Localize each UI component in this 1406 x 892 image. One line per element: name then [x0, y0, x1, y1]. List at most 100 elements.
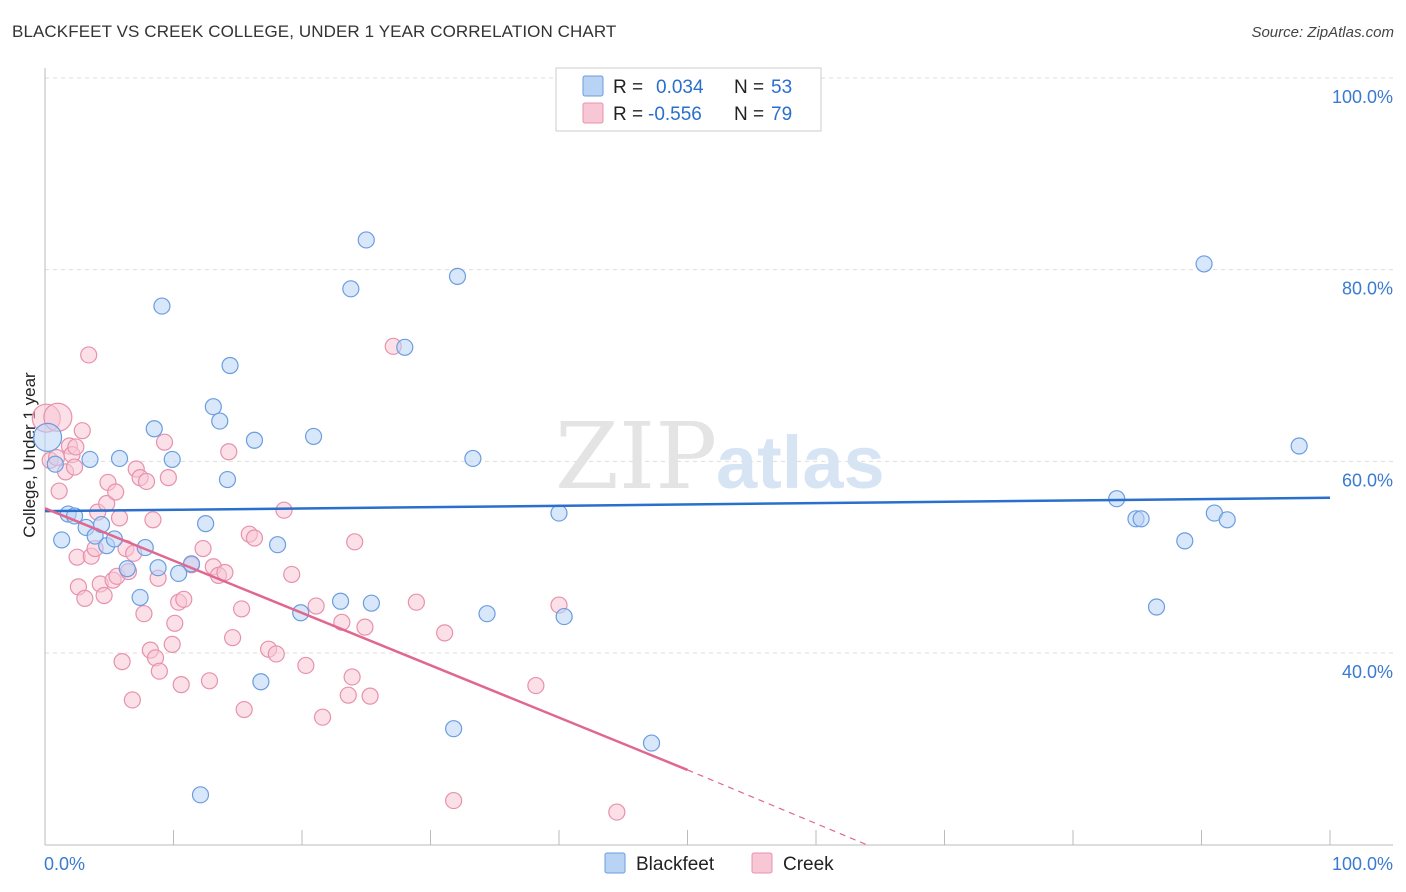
creek-point — [235, 700, 253, 719]
stats-legend: R = 0.034 N = 53 R = -0.556 N = 79 — [555, 67, 822, 132]
creek-r-value: -0.556 — [648, 104, 702, 125]
creek-point — [283, 565, 301, 584]
x-tick-label-max: 100.0% — [1332, 854, 1393, 874]
creek-point — [155, 433, 174, 451]
creek-point — [343, 668, 361, 686]
y-tick-labels: 100.0% 80.0% 60.0% 40.0% — [1332, 87, 1393, 682]
creek-point — [339, 686, 357, 704]
creek-point — [200, 672, 219, 690]
blackfeet-point — [464, 449, 482, 468]
blackfeet-point — [478, 605, 496, 623]
blackfeet-point — [1290, 437, 1308, 455]
creek-point — [172, 676, 190, 694]
creek-point — [144, 511, 162, 529]
creek-point — [224, 629, 242, 647]
creek-point — [297, 656, 315, 675]
blackfeet-trend-line — [44, 496, 1331, 513]
blackfeet-point — [342, 280, 360, 298]
blackfeet-point — [197, 515, 215, 533]
blackfeet-point — [204, 398, 222, 416]
blackfeet-point — [1147, 598, 1166, 616]
creek-point — [67, 438, 85, 456]
y-tick-label-80: 80.0% — [1342, 279, 1393, 299]
blackfeet-point — [1218, 511, 1236, 529]
blackfeet-swatch — [582, 75, 604, 97]
creek-point — [346, 533, 364, 551]
blackfeet-point — [304, 427, 323, 446]
blackfeet-point — [191, 786, 210, 804]
trend-lines — [44, 496, 1331, 846]
blackfeet-n-label: N = — [734, 77, 764, 98]
legend-blackfeet-label: Blackfeet — [636, 854, 715, 875]
blackfeet-point — [245, 431, 264, 449]
creek-point — [159, 469, 177, 487]
creek-point — [220, 443, 238, 461]
creek-point — [245, 529, 264, 547]
creek-point — [135, 605, 153, 623]
creek-point — [267, 645, 285, 663]
x-axis-ticks — [44, 830, 1331, 845]
creek-point — [356, 618, 374, 636]
blackfeet-point — [1195, 255, 1213, 273]
creek-point — [107, 483, 125, 501]
creek-point — [50, 482, 68, 500]
chart-title: BLACKFEET VS CREEK COLLEGE, UNDER 1 YEAR… — [12, 22, 617, 41]
blackfeet-point — [642, 734, 661, 752]
blackfeet-r-value: 0.034 — [656, 77, 704, 98]
creek-point — [123, 691, 141, 709]
creek-point — [233, 600, 251, 618]
creek-r-label: R = — [613, 104, 643, 125]
blackfeet-points — [32, 231, 1308, 804]
x-tick-label-min: 0.0% — [44, 854, 85, 874]
blackfeet-point — [445, 720, 463, 738]
series-legend: Blackfeet Creek — [604, 852, 834, 875]
blackfeet-point — [362, 594, 380, 612]
source-label: Source: ZipAtlas.com — [1251, 24, 1394, 41]
y-tick-label-40: 40.0% — [1342, 662, 1393, 682]
blackfeet-point — [550, 504, 568, 522]
creek-point — [150, 662, 168, 680]
blackfeet-point — [448, 267, 467, 285]
creek-n-label: N = — [734, 104, 764, 125]
creek-point — [313, 708, 332, 726]
creek-point — [275, 501, 293, 519]
creek-point — [445, 791, 463, 810]
blackfeet-point — [252, 673, 270, 691]
creek-point — [80, 346, 98, 364]
creek-points — [31, 337, 626, 821]
creek-point — [361, 687, 379, 705]
creek-point — [163, 635, 181, 653]
blackfeet-point — [118, 560, 136, 578]
creek-point — [527, 676, 545, 695]
y-tick-label-60: 60.0% — [1342, 470, 1393, 490]
blackfeet-point — [32, 422, 63, 452]
blackfeet-point — [170, 564, 188, 583]
blackfeet-point — [218, 470, 237, 489]
creek-trend-line — [44, 507, 688, 772]
watermark-atlas: atlas — [716, 421, 885, 504]
creek-point — [73, 422, 91, 440]
blackfeet-n-value: 53 — [771, 77, 792, 98]
creek-point — [307, 597, 325, 615]
creek-point — [110, 509, 129, 527]
y-axis-title: College, Under 1 year — [20, 372, 39, 538]
blackfeet-point — [53, 531, 71, 549]
creek-point — [65, 458, 84, 476]
blackfeet-point — [145, 420, 163, 438]
blackfeet-r-label: R = — [613, 77, 643, 98]
blackfeet-point — [153, 297, 171, 315]
gridlines — [45, 77, 1393, 654]
creek-point — [76, 589, 94, 607]
creek-point — [95, 586, 113, 605]
legend-creek-swatch — [751, 852, 773, 874]
blackfeet-point — [357, 231, 375, 249]
blackfeet-point — [211, 412, 229, 430]
blackfeet-point — [396, 338, 414, 356]
blackfeet-point — [221, 356, 239, 375]
creek-n-value: 79 — [771, 104, 792, 125]
blackfeet-point — [331, 592, 350, 610]
blackfeet-point — [131, 588, 149, 607]
blackfeet-point — [555, 607, 573, 626]
creek-point — [166, 614, 184, 632]
